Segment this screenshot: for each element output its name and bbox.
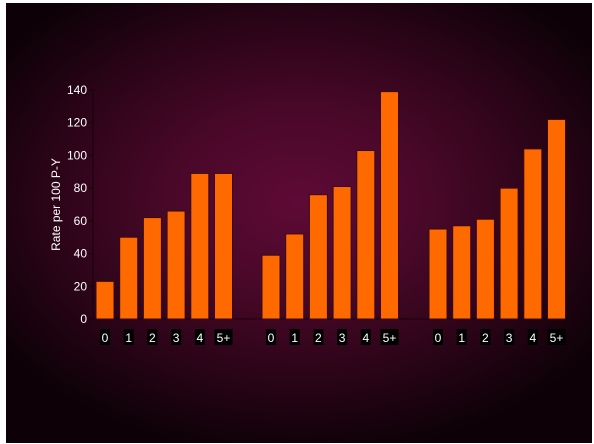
x-tick-label-bg — [504, 329, 515, 345]
x-tick-label: 3 — [339, 331, 346, 345]
x-tick-label-bg — [547, 329, 566, 345]
bar-group1-3 — [166, 210, 186, 320]
bar-group2-3 — [332, 186, 352, 320]
x-tick-label: 1 — [458, 331, 465, 345]
bars — [95, 91, 566, 320]
bar-group2-4 — [356, 150, 376, 320]
x-tick-label: 3 — [173, 331, 180, 345]
x-tick-label-bg — [360, 329, 371, 345]
y-tick-label: 60 — [74, 214, 88, 228]
x-tick-label: 5+ — [383, 331, 397, 345]
bar-group1-4 — [190, 172, 210, 320]
x-tick-label: 4 — [529, 331, 536, 345]
bar-group3-0 — [428, 228, 448, 320]
x-tick-label: 1 — [125, 331, 132, 345]
x-tick-label-bg — [289, 329, 300, 345]
x-tick-label: 0 — [435, 331, 442, 345]
y-tick-label: 120 — [67, 116, 87, 130]
x-tick-label-bg — [123, 329, 134, 345]
x-tick-label-bg — [480, 329, 491, 345]
x-tick-label: 0 — [102, 331, 109, 345]
bar-group1-5+ — [214, 172, 233, 320]
x-tick-label-bg — [380, 329, 399, 345]
bar-group3-2 — [475, 218, 495, 320]
x-tick-label-bg — [337, 329, 348, 345]
y-axis: 0 20 40 60 80 100 120 140 — [67, 83, 94, 326]
x-tick-label-bg — [456, 329, 467, 345]
x-tick-label-bg — [147, 329, 158, 345]
bar-group2-5+ — [380, 91, 399, 320]
y-tick-label: 80 — [74, 181, 88, 195]
x-tick-label-bg — [100, 329, 110, 345]
y-tick-label: 100 — [67, 148, 87, 162]
x-tick-label: 2 — [149, 331, 156, 345]
x-tick-label-bg — [171, 329, 182, 345]
x-tick-label: 5+ — [217, 331, 231, 345]
x-tick-label-bg — [266, 329, 276, 345]
bar-group1-0 — [95, 280, 115, 320]
x-tick-label: 3 — [506, 331, 513, 345]
x-tick-label: 2 — [315, 331, 322, 345]
bar-group1-1 — [119, 236, 139, 320]
y-axis-label: Rate per 100 P-Y — [49, 158, 63, 251]
bar-group3-1 — [452, 225, 472, 320]
x-tick-label-bg — [214, 329, 233, 345]
bar-group2-1 — [285, 233, 305, 320]
x-tick-label: 0 — [268, 331, 275, 345]
y-tick-label: 140 — [67, 83, 87, 97]
y-tick-label: 0 — [80, 312, 87, 326]
y-tick-labels: 0 20 40 60 80 100 120 140 — [67, 83, 93, 326]
x-tick-label: 5+ — [550, 331, 564, 345]
bar-group2-0 — [261, 254, 281, 320]
bar-group3-5+ — [547, 118, 566, 320]
x-tick-label-bg — [433, 329, 443, 345]
bar-group3-3 — [499, 187, 519, 320]
bar-group1-2 — [142, 217, 162, 320]
x-tick-label-bg — [194, 329, 205, 345]
y-tick-label: 20 — [74, 279, 88, 293]
bar-group2-2 — [308, 194, 328, 320]
x-tick-labels: 0 1 2 3 4 5+ 0 1 2 3 4 5+ 0 1 2 3 4 5+ — [100, 329, 566, 345]
x-tick-label: 1 — [291, 331, 298, 345]
x-tick-label: 4 — [362, 331, 369, 345]
x-tick-label: 4 — [196, 331, 203, 345]
bar-group3-4 — [523, 148, 543, 320]
x-tick-label-bg — [527, 329, 538, 345]
x-tick-label: 2 — [482, 331, 489, 345]
y-tick-label: 40 — [74, 247, 88, 261]
x-tick-label-bg — [313, 329, 324, 345]
